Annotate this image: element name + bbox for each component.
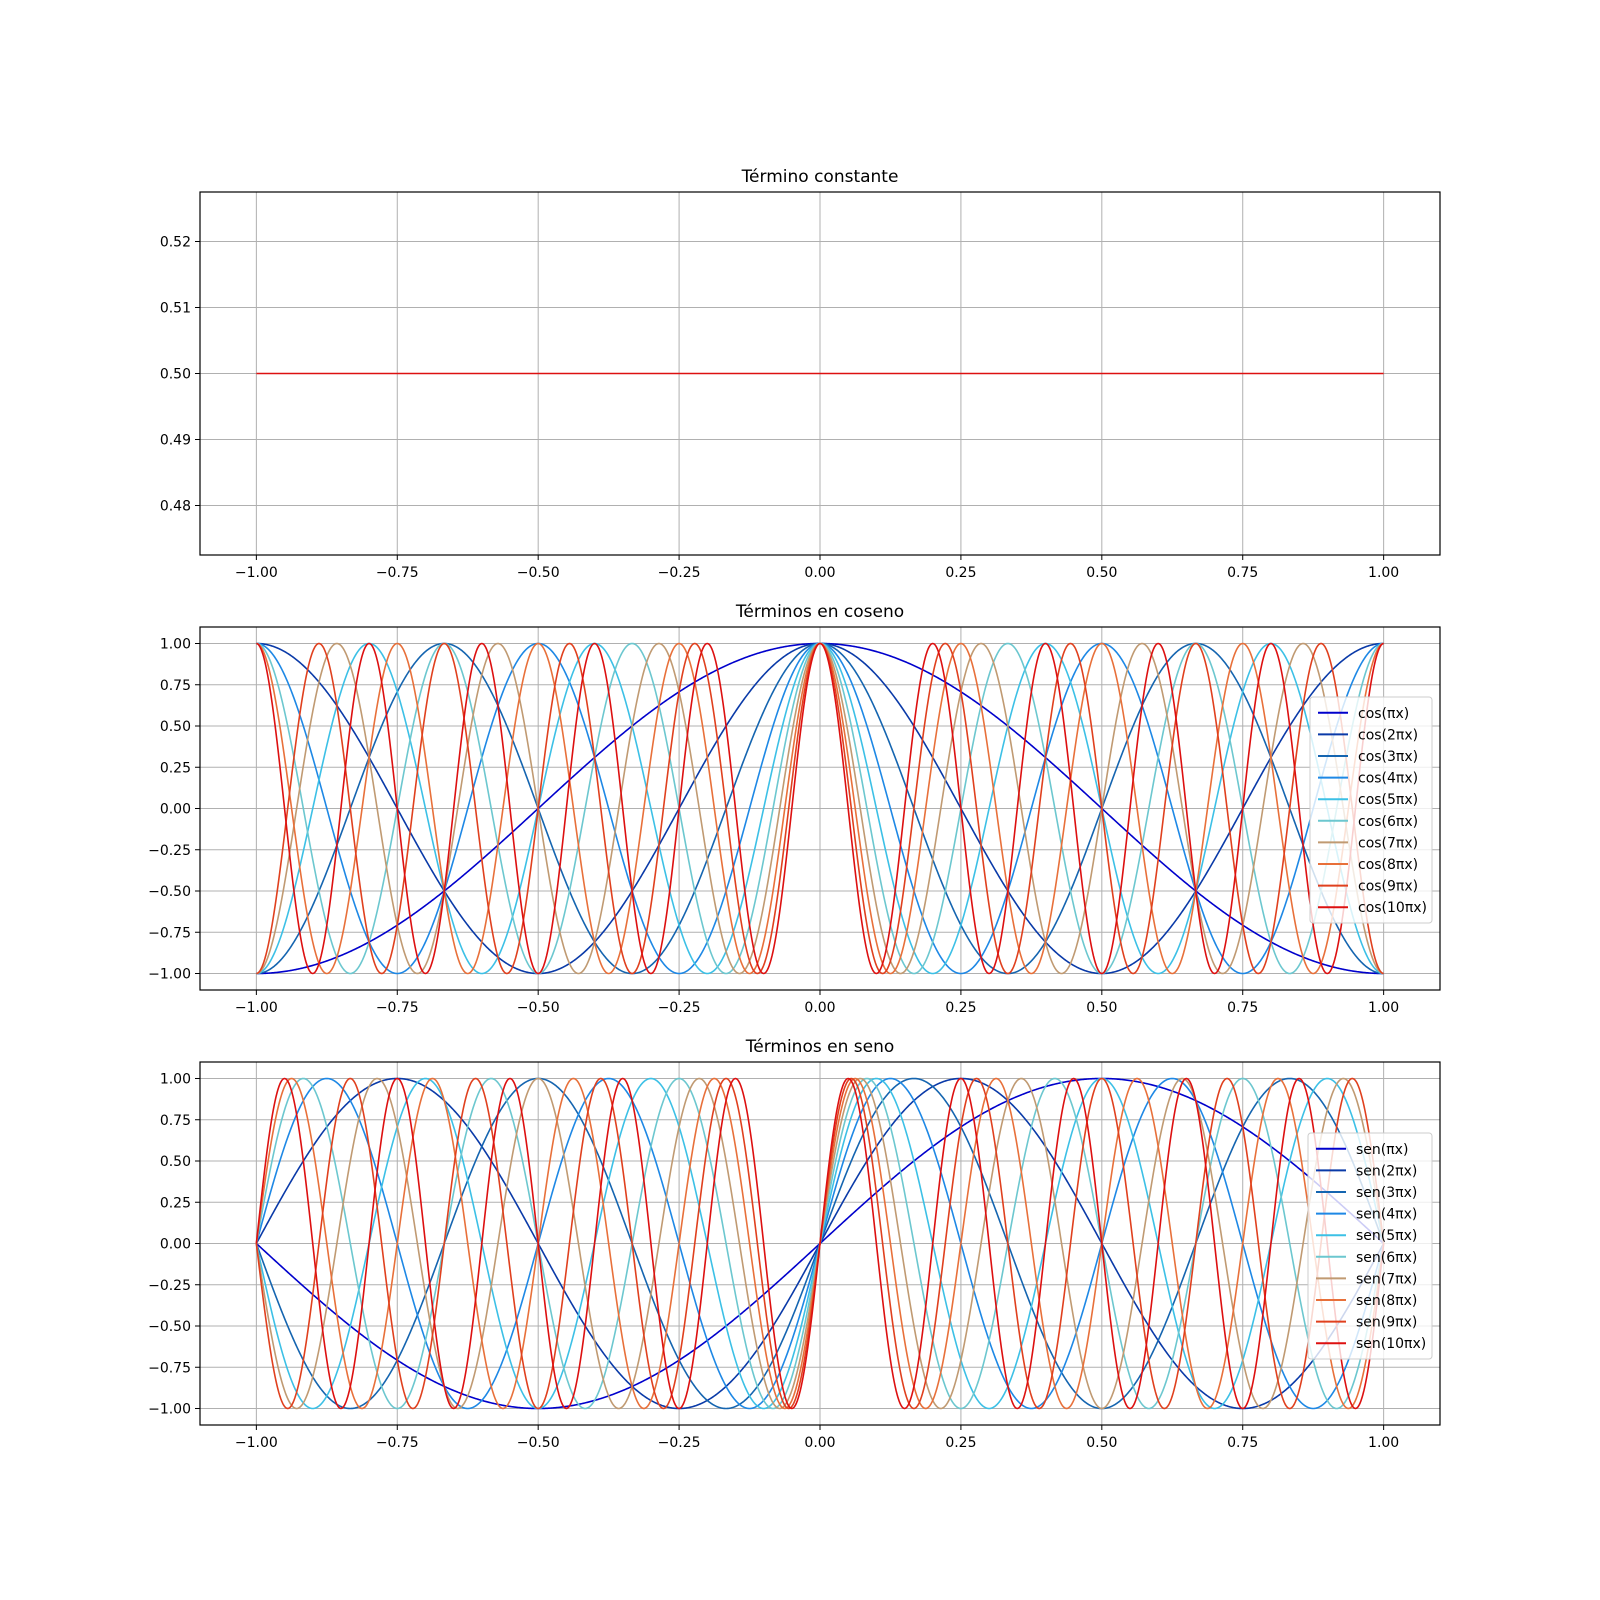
legend-label-10: sen(10πx) — [1356, 1336, 1426, 1352]
legend-label-7: sen(7πx) — [1356, 1271, 1417, 1287]
x-tick-label-3: −0.25 — [658, 1435, 701, 1451]
x-tick-label-4: 0.00 — [804, 1435, 835, 1451]
series-group — [255, 1077, 1385, 1410]
legend-label-7: cos(7πx) — [1358, 835, 1418, 851]
subplot-title: Términos en seno — [745, 1037, 895, 1057]
y-tick-label-5: 0.25 — [160, 760, 191, 776]
legend-label-4: sen(4πx) — [1356, 1207, 1417, 1223]
legend-label-3: sen(3πx) — [1356, 1185, 1417, 1201]
y-tick-label-1: 0.49 — [160, 433, 191, 449]
x-tick-label-0: −1.00 — [235, 1435, 278, 1451]
x-tick-label-6: 0.50 — [1086, 1435, 1117, 1451]
x-tick-label-2: −0.50 — [517, 1435, 560, 1451]
legend-label-4: cos(4πx) — [1358, 771, 1418, 787]
x-tick-label-8: 1.00 — [1368, 1435, 1399, 1451]
x-tick-label-8: 1.00 — [1368, 565, 1399, 581]
y-tick-label-5: 0.25 — [160, 1195, 191, 1211]
y-tick-label-3: −0.25 — [148, 843, 191, 859]
x-tick-label-0: −1.00 — [235, 565, 278, 581]
subplot-1: −1.00 −0.75 −0.50 −0.25 0.00 0.25 0.50 0.75 1.00… — [160, 167, 1441, 581]
x-tick-label-7: 0.75 — [1227, 1435, 1258, 1451]
y-tick-label-4: 0.00 — [160, 1237, 191, 1253]
legend-frame — [1307, 1132, 1433, 1360]
x-tick-label-2: −0.50 — [517, 565, 560, 581]
subplot-title: Término constante — [741, 167, 899, 187]
x-tick-label-7: 0.75 — [1227, 565, 1258, 581]
series-line-10 — [256, 642, 1384, 975]
legend-label-5: sen(5πx) — [1356, 1228, 1417, 1244]
legend: cos(πx) cos(2πx) cos(3πx) cos(4πx) cos(5πx) c… — [1309, 696, 1433, 924]
x-tick-label-0: −1.00 — [235, 1000, 278, 1016]
x-tick-label-1: −0.75 — [376, 1435, 419, 1451]
y-tick-label-0: −1.00 — [148, 1402, 191, 1418]
legend-label-2: cos(2πx) — [1358, 727, 1418, 743]
y-tick-label-2: −0.50 — [148, 884, 191, 900]
x-tick-label-6: 0.50 — [1086, 1000, 1117, 1016]
subplot-3: −1.00 −0.75 −0.50 −0.25 0.00 0.25 0.50 0.75 1.00… — [148, 1037, 1441, 1451]
legend-label-1: sen(πx) — [1356, 1142, 1408, 1158]
legend: sen(πx) sen(2πx) sen(3πx) sen(4πx) sen(5πx) s… — [1307, 1132, 1433, 1360]
y-tick-label-0: −1.00 — [148, 967, 191, 983]
y-tick-label-0: 0.48 — [160, 499, 191, 515]
y-tick-label-8: 1.00 — [160, 1072, 191, 1088]
subplot-2: −1.00 −0.75 −0.50 −0.25 0.00 0.25 0.50 0.75 1.00… — [148, 602, 1441, 1016]
x-tick-label-8: 1.00 — [1368, 1000, 1399, 1016]
x-tick-label-3: −0.25 — [658, 565, 701, 581]
legend-frame — [1309, 696, 1433, 924]
y-tick-label-8: 1.00 — [160, 637, 191, 653]
x-tick-label-5: 0.25 — [945, 565, 976, 581]
legend-label-9: sen(9πx) — [1356, 1315, 1417, 1331]
x-tick-label-6: 0.50 — [1086, 565, 1117, 581]
x-tick-label-5: 0.25 — [945, 1000, 976, 1016]
y-tick-label-6: 0.50 — [160, 1154, 191, 1170]
legend-label-5: cos(5πx) — [1358, 792, 1418, 808]
x-tick-label-4: 0.00 — [804, 565, 835, 581]
series-group — [256, 642, 1384, 975]
legend-label-1: cos(πx) — [1358, 706, 1409, 722]
x-tick-label-3: −0.25 — [658, 1000, 701, 1016]
legend-label-8: cos(8πx) — [1358, 857, 1418, 873]
y-tick-label-3: 0.51 — [160, 301, 191, 317]
y-tick-label-7: 0.75 — [160, 678, 191, 694]
legend-label-3: cos(3πx) — [1358, 749, 1418, 765]
y-tick-label-2: 0.50 — [160, 367, 191, 383]
x-tick-label-7: 0.75 — [1227, 1000, 1258, 1016]
legend-label-6: cos(6πx) — [1358, 814, 1418, 830]
y-tick-label-1: −0.75 — [148, 1360, 191, 1376]
legend-label-6: sen(6πx) — [1356, 1250, 1417, 1266]
y-tick-label-6: 0.50 — [160, 719, 191, 735]
subplot-title: Términos en coseno — [735, 602, 904, 622]
y-tick-label-4: 0.52 — [160, 235, 191, 251]
y-tick-label-2: −0.50 — [148, 1319, 191, 1335]
x-tick-label-1: −0.75 — [376, 565, 419, 581]
legend-label-2: sen(2πx) — [1356, 1163, 1417, 1179]
legend-label-9: cos(9πx) — [1358, 879, 1418, 895]
x-tick-label-4: 0.00 — [804, 1000, 835, 1016]
series-line-10 — [255, 1077, 1385, 1410]
y-tick-label-4: 0.00 — [160, 802, 191, 818]
x-tick-label-5: 0.25 — [945, 1435, 976, 1451]
y-tick-label-1: −0.75 — [148, 925, 191, 941]
x-tick-label-2: −0.50 — [517, 1000, 560, 1016]
y-tick-label-3: −0.25 — [148, 1278, 191, 1294]
y-tick-label-7: 0.75 — [160, 1113, 191, 1129]
x-tick-label-1: −0.75 — [376, 1000, 419, 1016]
legend-label-10: cos(10πx) — [1358, 900, 1427, 916]
legend-label-8: sen(8πx) — [1356, 1293, 1417, 1309]
